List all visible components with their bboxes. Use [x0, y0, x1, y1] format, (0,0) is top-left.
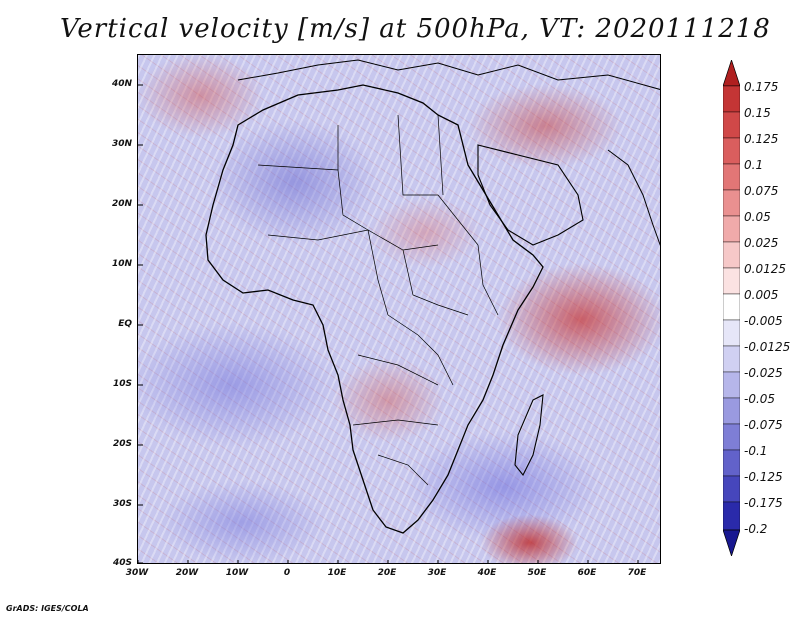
colorbar-label: -0.125 [744, 470, 783, 484]
lat-tick: 40N [111, 79, 132, 89]
colorbar-label: 0.075 [744, 184, 779, 198]
colorbar-segment [723, 189, 740, 217]
lat-tick: 30S [112, 499, 132, 509]
lat-tick: 30N [111, 139, 132, 149]
lat-tick: 20N [111, 199, 132, 209]
colorbar-segment [723, 475, 740, 503]
grads-credit: GrADS: IGES/COLA [6, 604, 89, 613]
lat-tick: EQ [118, 319, 132, 329]
colorbar [723, 60, 740, 556]
colorbar-segment [723, 85, 740, 113]
colorbar-segment [723, 267, 740, 295]
colorbar-segment [723, 345, 740, 373]
colorbar-label: -0.1 [744, 444, 768, 458]
colorbar-label: 0.05 [744, 210, 771, 224]
colorbar-segment [723, 397, 740, 425]
colorbar-segment [723, 215, 740, 243]
colorbar-label: 0.025 [744, 236, 779, 250]
lon-tick: 0 [283, 568, 291, 578]
map-title: Vertical velocity [m/s] at 500hPa, VT: 2… [60, 14, 771, 44]
lat-tick: 20S [112, 439, 132, 449]
colorbar-top-arrow [723, 60, 740, 87]
colorbar-segment [723, 449, 740, 477]
lon-tick: 40E [477, 568, 497, 578]
europe-coastline [237, 59, 660, 90]
colorbar-label: -0.005 [744, 314, 783, 328]
lon-tick: 10W [225, 568, 249, 578]
lat-tick: 10N [111, 259, 132, 269]
colorbar-segment [723, 423, 740, 451]
colorbar-label: 0.0125 [744, 262, 786, 276]
colorbar-label: -0.05 [744, 392, 776, 406]
lat-tick: 10S [112, 379, 132, 389]
asia-coastline [607, 149, 660, 246]
africa-coastline [205, 84, 544, 534]
colorbar-label: 0.15 [744, 106, 771, 120]
lon-tick: 60E [577, 568, 597, 578]
lon-tick: 20W [175, 568, 199, 578]
colorbar-label: 0.1 [744, 158, 764, 172]
colorbar-segment [723, 137, 740, 165]
colorbar-label: 0.125 [744, 132, 779, 146]
colorbar-label: 0.005 [744, 288, 779, 302]
colorbar-segment [723, 293, 740, 321]
colorbar-segment [723, 371, 740, 399]
colorbar-bottom-arrow [723, 529, 740, 556]
colorbar-segment [723, 163, 740, 191]
lon-tick: 30E [427, 568, 447, 578]
frame-ticks [138, 84, 639, 563]
lon-tick: 20E [377, 568, 397, 578]
colorbar-label: -0.075 [744, 418, 783, 432]
colorbar-label: -0.2 [744, 522, 768, 536]
colorbar-label: -0.175 [744, 496, 783, 510]
colorbar-segment [723, 111, 740, 139]
arabia-coastline [477, 144, 584, 246]
lon-tick: 30W [125, 568, 149, 578]
colorbar-segment [723, 501, 740, 531]
lon-tick: 70E [627, 568, 647, 578]
coastline-overlay [138, 59, 660, 563]
colorbar-label: -0.0125 [744, 340, 791, 354]
country-borders [257, 114, 499, 486]
colorbar-label: 0.175 [744, 80, 779, 94]
colorbar-segment [723, 319, 740, 347]
lat-tick: 40S [112, 558, 132, 568]
colorbar-label: -0.025 [744, 366, 783, 380]
lon-tick: 10E [327, 568, 347, 578]
map-plot-area [137, 54, 661, 564]
madagascar-coastline [514, 394, 544, 477]
colorbar-segment [723, 241, 740, 269]
lon-tick: 50E [527, 568, 547, 578]
